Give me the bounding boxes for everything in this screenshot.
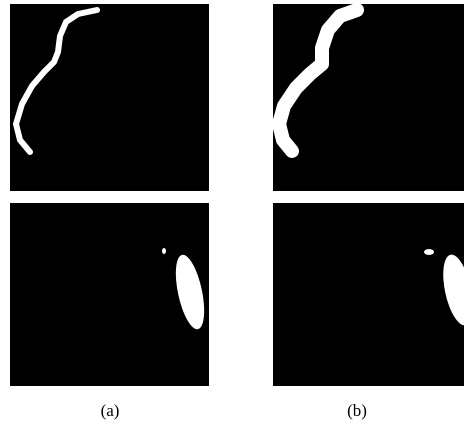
panel-b-bottom [273, 203, 464, 386]
panel-b-top [273, 4, 464, 191]
image-background [273, 203, 464, 386]
image-background [273, 4, 464, 191]
mask-shape [162, 248, 166, 254]
panel-a-top [10, 4, 209, 191]
caption: (b) [347, 401, 367, 420]
mask-shape [424, 249, 434, 255]
figure: (a) (b) [0, 0, 464, 426]
image-background [10, 4, 209, 191]
panel-a-bottom [10, 203, 210, 386]
caption: (a) [101, 401, 120, 420]
